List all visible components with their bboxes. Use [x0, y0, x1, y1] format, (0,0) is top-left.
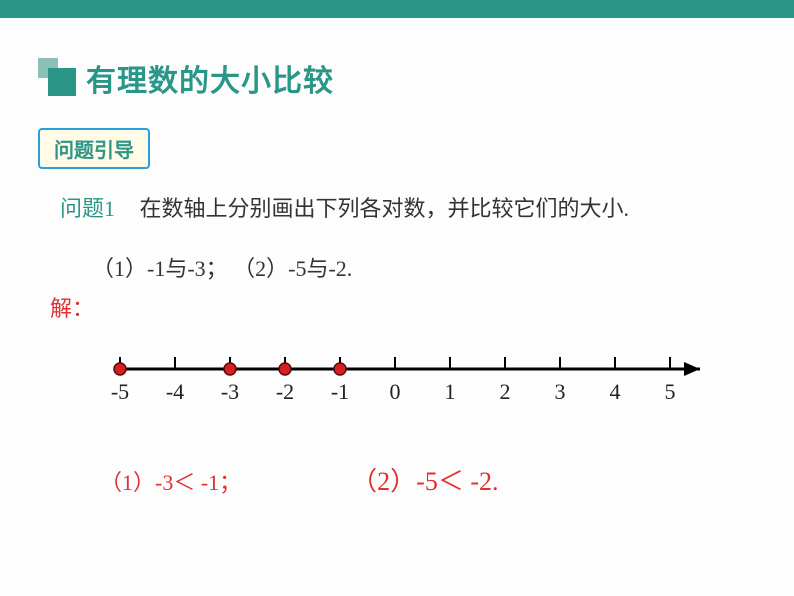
- answer-1: （1）-3＜ -1；: [100, 465, 241, 497]
- svg-text:0: 0: [390, 379, 401, 404]
- svg-text:-5: -5: [111, 379, 129, 404]
- intro-box: 问题引导: [38, 128, 150, 169]
- svg-text:1: 1: [445, 379, 456, 404]
- answers-row: （1）-3＜ -1； （2）-5＜ -2.: [100, 461, 794, 498]
- answer-2: （2）-5＜ -2.: [351, 461, 498, 498]
- svg-text:3: 3: [555, 379, 566, 404]
- question-label: 问题1: [60, 196, 115, 221]
- svg-text:-1: -1: [331, 379, 349, 404]
- items-line: （1）-1与-3； （2）-5与-2.: [92, 251, 794, 283]
- svg-text:5: 5: [665, 379, 676, 404]
- svg-text:-2: -2: [276, 379, 294, 404]
- header: 有理数的大小比较: [38, 56, 794, 100]
- question-line: 问题1 在数轴上分别画出下列各对数，并比较它们的大小.: [60, 191, 794, 223]
- svg-text:4: 4: [610, 379, 621, 404]
- question-text: 在数轴上分别画出下列各对数，并比较它们的大小.: [140, 196, 630, 221]
- svg-text:-4: -4: [166, 379, 184, 404]
- number-line: -5 -4 -3 -2 -1 0 1 2 3 4 5: [100, 351, 720, 421]
- top-banner: [0, 0, 794, 18]
- svg-text:2: 2: [500, 379, 511, 404]
- svg-text:-3: -3: [221, 379, 239, 404]
- header-square-icon: [38, 58, 78, 98]
- header-title: 有理数的大小比较: [86, 56, 334, 100]
- solution-label: 解：: [50, 291, 794, 323]
